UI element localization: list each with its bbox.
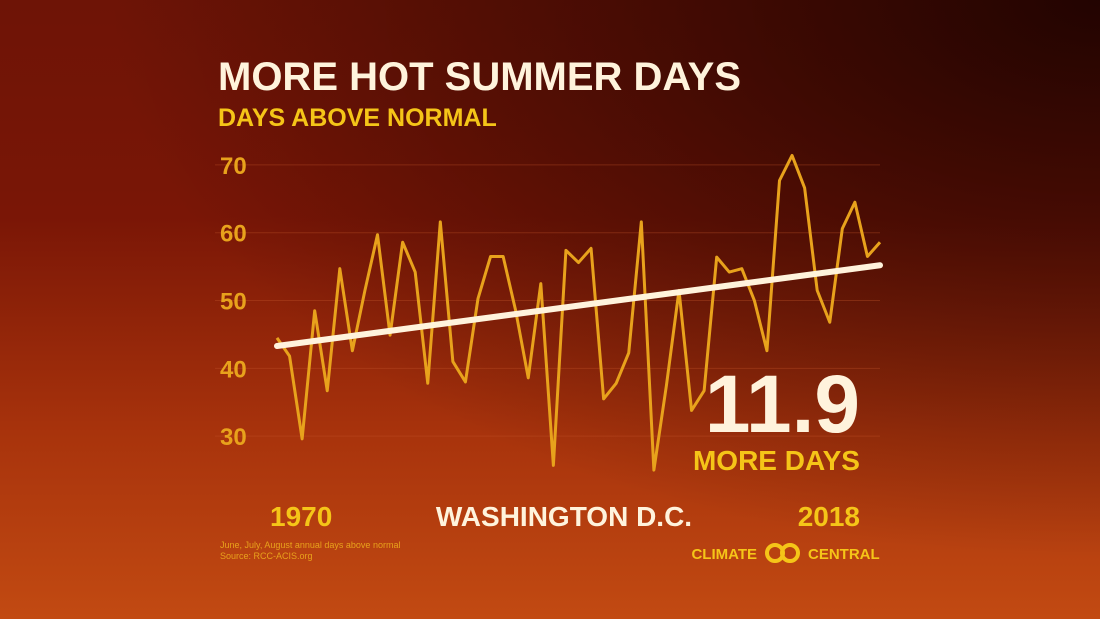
data-line xyxy=(275,153,882,472)
y-tick-label: 30 xyxy=(220,424,247,451)
y-tick-label: 70 xyxy=(220,153,247,180)
chart-subtitle: DAYS ABOVE NORMAL xyxy=(218,104,497,132)
logo: CLIMATE CENTRAL xyxy=(691,543,880,563)
annotation-text: MORE DAYS xyxy=(693,445,860,476)
logo-ring xyxy=(780,543,800,563)
logo-text: CLIMATE xyxy=(691,546,757,563)
y-tick-label: 40 xyxy=(220,356,247,383)
chart-title: MORE HOT SUMMER DAYS xyxy=(218,55,741,99)
footnote: June, July, August annual days above nor… xyxy=(220,540,400,550)
x-tick-label: 1970 xyxy=(270,501,332,532)
trend-line xyxy=(274,262,883,349)
plot: 30 40 50 60 70 1970 2018 xyxy=(215,153,883,532)
logo-text: CENTRAL xyxy=(808,546,880,563)
annotation-value: 11.9 xyxy=(705,359,860,450)
footnote: Source: RCC-ACIS.org xyxy=(220,551,313,561)
x-tick-label: 2018 xyxy=(798,501,860,532)
y-tick-label: 60 xyxy=(220,221,247,248)
location-label: WASHINGTON D.C. xyxy=(436,501,692,532)
y-tick-label: 50 xyxy=(220,289,247,316)
